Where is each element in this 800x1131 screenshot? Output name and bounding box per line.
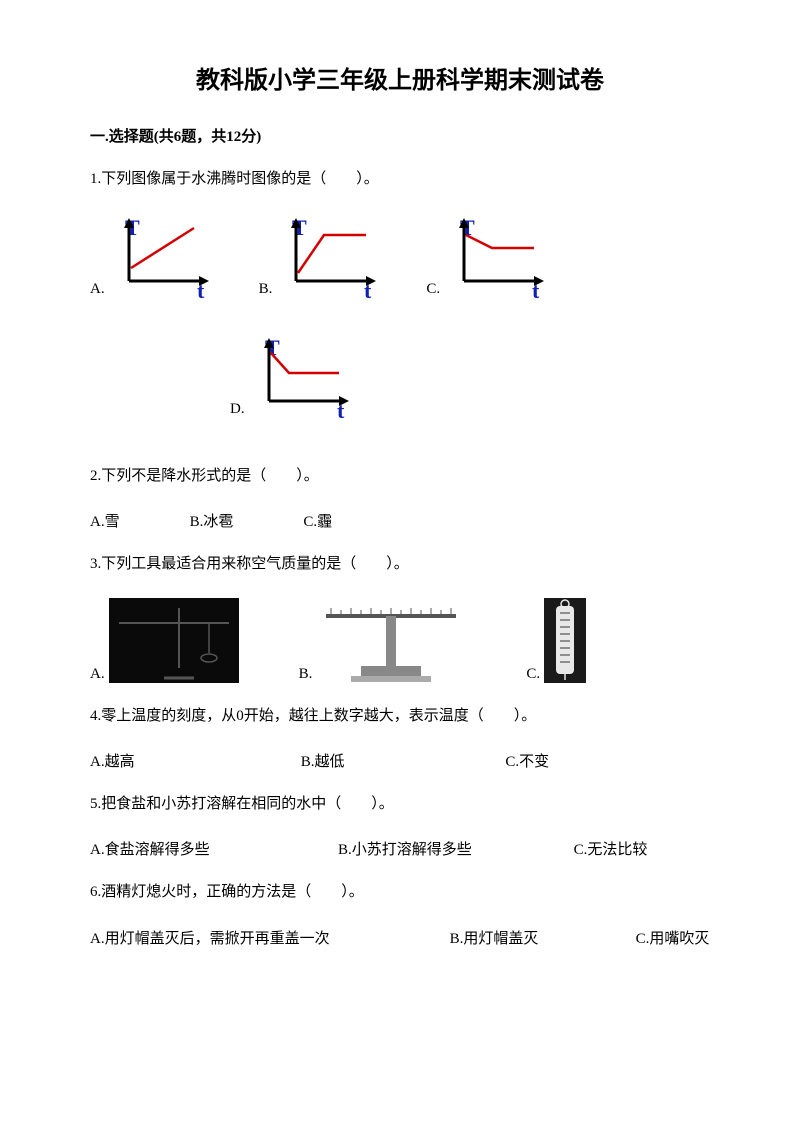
q1-option-d-row: D. T t	[90, 333, 710, 433]
option-letter: A.	[90, 281, 105, 298]
q5-option-c: C.无法比较	[574, 838, 710, 859]
option-letter: A.	[90, 666, 105, 683]
q1-options: A. T t B. T t C.	[90, 213, 710, 313]
q2-option-b: B.冰雹	[190, 510, 234, 531]
q6-options: A.用灯帽盖灭后，需掀开再重盖一次 B.用灯帽盖灭 C.用嘴吹灭	[90, 926, 710, 953]
option-letter: C.	[526, 666, 540, 683]
question-6: 6.酒精灯熄火时，正确的方法是（ ）。	[90, 879, 710, 906]
q3-option-a: A.	[90, 598, 239, 683]
q2-options: A.雪 B.冰雹 C.霾	[90, 510, 710, 531]
question-5: 5.把食盐和小苏打溶解在相同的水中（ ）。	[90, 791, 710, 818]
q3-option-b: B.	[299, 598, 467, 683]
svg-text:t: t	[364, 278, 372, 298]
balance-image-icon	[109, 598, 239, 683]
question-4: 4.零上温度的刻度，从0开始，越往上数字越大，表示温度（ ）。	[90, 703, 710, 730]
scale-image-icon	[316, 598, 466, 683]
q6-option-b: B.用灯帽盖灭	[450, 926, 636, 953]
q2-option-a: A.雪	[90, 510, 120, 531]
q5-option-b: B.小苏打溶解得多些	[338, 838, 574, 859]
q5-option-a: A.食盐溶解得多些	[90, 838, 338, 859]
q1-option-d: D. T t	[230, 333, 359, 418]
q3-option-c: C.	[526, 598, 586, 683]
q1-option-b: B. T t	[259, 213, 387, 298]
q6-option-a: A.用灯帽盖灭后，需掀开再重盖一次	[90, 926, 450, 953]
option-letter: B.	[259, 281, 273, 298]
chart-a-icon: T t	[109, 213, 219, 298]
chart-b-icon: T t	[276, 213, 386, 298]
option-letter: D.	[230, 401, 245, 418]
svg-text:t: t	[532, 278, 540, 298]
q5-options: A.食盐溶解得多些 B.小苏打溶解得多些 C.无法比较	[90, 838, 710, 859]
section-heading: 一.选择题(共6题，共12分)	[90, 125, 710, 146]
chart-d-icon: T t	[249, 333, 359, 418]
spring-scale-image-icon	[544, 598, 586, 683]
q3-options: A. B.	[90, 598, 710, 683]
q4-options: A.越高 B.越低 C.不变	[90, 750, 710, 771]
q2-option-c: C.霾	[303, 510, 332, 531]
q1-option-c: C. T t	[426, 213, 554, 298]
q1-option-a: A. T t	[90, 213, 219, 298]
question-1: 1.下列图像属于水沸腾时图像的是（ ）。	[90, 166, 710, 193]
q4-option-c: C.不变	[505, 750, 710, 771]
page-title: 教科版小学三年级上册科学期末测试卷	[90, 60, 710, 95]
q4-option-a: A.越高	[90, 750, 301, 771]
chart-c-icon: T t	[444, 213, 554, 298]
option-letter: C.	[426, 281, 440, 298]
svg-text:t: t	[337, 398, 345, 418]
option-letter: B.	[299, 666, 313, 683]
question-3: 3.下列工具最适合用来称空气质量的是（ ）。	[90, 551, 710, 578]
q6-option-c: C.用嘴吹灭	[636, 926, 710, 953]
question-2: 2.下列不是降水形式的是（ ）。	[90, 463, 710, 490]
svg-text:t: t	[197, 278, 205, 298]
exam-page: 教科版小学三年级上册科学期末测试卷 一.选择题(共6题，共12分) 1.下列图像…	[0, 0, 800, 1131]
q4-option-b: B.越低	[301, 750, 506, 771]
